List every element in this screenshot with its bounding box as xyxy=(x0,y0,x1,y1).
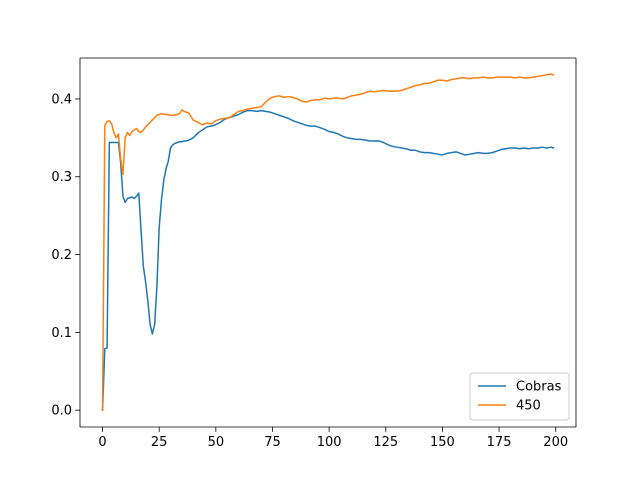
legend-label-1: Cobras xyxy=(516,380,562,395)
legend-frame xyxy=(469,372,570,421)
x-tick-label: 50 xyxy=(208,435,225,450)
y-tick-label: 0.3 xyxy=(51,170,72,185)
plot-area xyxy=(80,58,576,427)
x-tick-label: 25 xyxy=(151,435,168,450)
legend-label-2: 450 xyxy=(516,399,541,414)
y-tick-label: 0.1 xyxy=(51,326,72,341)
series-line-1 xyxy=(101,109,555,411)
y-tick-label: 0.0 xyxy=(51,404,72,419)
series-layer xyxy=(101,73,555,411)
plot-background xyxy=(80,58,576,427)
axes-layer: 0 25 50 75 100 125 150 175 200 0.0 0.1 0.2 0.3 0.4 xyxy=(51,57,577,450)
x-tick-label: 0 xyxy=(98,435,106,450)
x-tick-label: 125 xyxy=(373,435,398,450)
x-tick-label: 100 xyxy=(317,435,342,450)
series-line-2 xyxy=(101,73,555,411)
x-tick-label: 175 xyxy=(487,435,512,450)
y-tick-label: 0.2 xyxy=(51,248,72,263)
x-tick-label: 150 xyxy=(430,435,455,450)
y-tick-label: 0.4 xyxy=(51,92,72,107)
x-tick-label: 75 xyxy=(264,435,281,450)
legend: Cobras 450 xyxy=(469,372,570,421)
x-tick-label: 200 xyxy=(543,435,568,450)
